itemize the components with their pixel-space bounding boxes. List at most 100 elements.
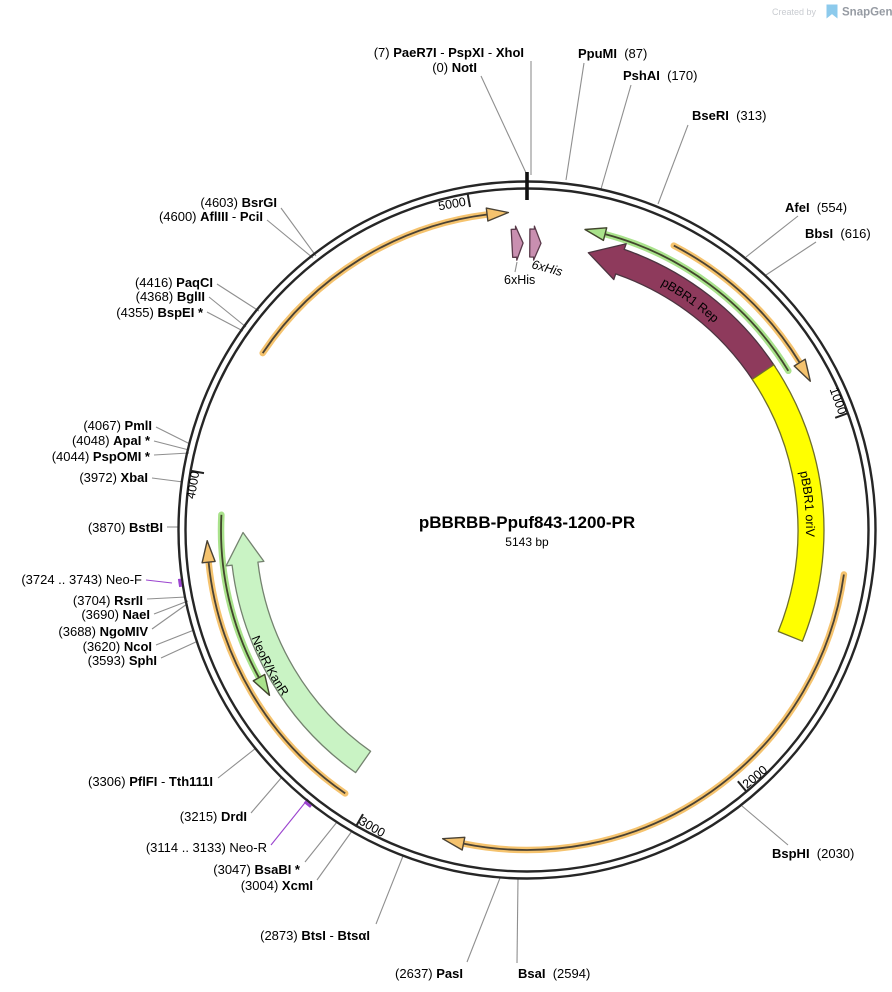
feature-his-left[interactable] bbox=[510, 225, 524, 261]
enzyme-label-apai[interactable]: (4048) ApaI * bbox=[72, 433, 151, 448]
leader-line-bbsi bbox=[765, 241, 817, 276]
enzyme-label-part: (3972) bbox=[79, 470, 120, 485]
enzyme-label-ppumi[interactable]: PpuMI (87) bbox=[578, 46, 647, 61]
his-left-leader-line bbox=[514, 261, 518, 273]
enzyme-label-bsrgi[interactable]: (4603) BsrGI bbox=[200, 195, 277, 210]
feature-oriv[interactable] bbox=[751, 364, 825, 642]
enzyme-label-part: - bbox=[437, 45, 449, 60]
enzyme-label-pshai[interactable]: PshAI (170) bbox=[623, 68, 697, 83]
enzyme-label-part: PaeR7I bbox=[393, 45, 436, 60]
tick-label-4000: 4000 bbox=[184, 470, 203, 500]
enzyme-label-part: (3593) bbox=[88, 653, 129, 668]
leader-line-btsi bbox=[375, 855, 404, 925]
enzyme-label-pasi[interactable]: (2637) PasI bbox=[395, 966, 463, 981]
enzyme-label-part: (3004) bbox=[241, 878, 282, 893]
enzyme-label-aflpci[interactable]: (4600) AflIII - PciI bbox=[159, 209, 263, 224]
enzyme-label-part: PmlI bbox=[125, 418, 152, 433]
enzyme-label-part: AfeI bbox=[785, 200, 810, 215]
enzyme-label-part: (616) bbox=[833, 226, 871, 241]
enzyme-label-part: PspOMI * bbox=[93, 449, 151, 464]
primer-neo-f[interactable] bbox=[177, 578, 183, 588]
enzyme-label-part: BstBI bbox=[129, 520, 163, 535]
enzyme-label-paqci[interactable]: (4416) PaqCI bbox=[135, 275, 213, 290]
enzyme-label-paer7i[interactable]: (7) PaeR7I - PspXI - XhoI bbox=[374, 45, 524, 60]
feature-rep[interactable] bbox=[587, 243, 776, 382]
primer-neo-r[interactable] bbox=[303, 800, 312, 808]
enzyme-label-part: (4600) bbox=[159, 209, 200, 224]
enzyme-label-part: - bbox=[228, 209, 240, 224]
enzyme-label-part: XhoI bbox=[496, 45, 524, 60]
orf-arrows bbox=[201, 207, 848, 854]
enzyme-label-part: BtsαI bbox=[337, 928, 370, 943]
enzyme-label-neo-r-label[interactable]: (3114 .. 3133) Neo-R bbox=[146, 840, 267, 855]
enzyme-label-bsphi[interactable]: BspHI (2030) bbox=[772, 846, 854, 861]
enzyme-label-btsi[interactable]: (2873) BtsI - BtsαI bbox=[260, 928, 370, 943]
enzyme-label-part: (3114 .. 3133) bbox=[146, 840, 230, 855]
enzyme-label-bbsi[interactable]: BbsI (616) bbox=[805, 226, 871, 241]
leader-line-pflfi bbox=[217, 747, 257, 779]
leader-line-bglii bbox=[208, 296, 247, 328]
orf-green-right-head[interactable] bbox=[584, 227, 608, 242]
enzyme-label-rsrii[interactable]: (3704) RsrII bbox=[73, 593, 143, 608]
his-right-label[interactable]: 6xHis bbox=[530, 257, 564, 279]
feature-his-right[interactable] bbox=[529, 225, 542, 261]
feature-neo[interactable] bbox=[225, 531, 372, 774]
enzyme-label-ncoi[interactable]: (3620) NcoI bbox=[83, 639, 152, 654]
enzyme-label-part: (4603) bbox=[200, 195, 241, 210]
enzyme-label-part: (4416) bbox=[135, 275, 176, 290]
enzyme-label-bstbi[interactable]: (3870) BstBI bbox=[88, 520, 163, 535]
leader-line-paqci bbox=[216, 283, 260, 312]
enzyme-label-bsai[interactable]: BsaI (2594) bbox=[518, 966, 590, 981]
leader-line-noti bbox=[480, 75, 528, 176]
enzyme-label-part: (3704) bbox=[73, 593, 114, 608]
enzyme-label-part: (3724 .. 3743) bbox=[21, 572, 106, 587]
enzyme-label-part: PshAI bbox=[623, 68, 660, 83]
leader-line-bsrgi bbox=[280, 207, 317, 257]
enzyme-label-bglii[interactable]: (4368) BglII bbox=[136, 289, 205, 304]
leader-line-drdi bbox=[250, 776, 283, 814]
leader-line-ppumi bbox=[565, 62, 585, 181]
tick-1000 bbox=[834, 412, 848, 419]
tick-4000 bbox=[190, 469, 205, 475]
enzyme-label-part: BsrGI bbox=[242, 195, 277, 210]
watermark: Created by SnapGene bbox=[772, 4, 892, 19]
plasmid-name: pBBRBB-Ppuf843-1200-PR bbox=[419, 513, 635, 532]
orf-orange-b-head[interactable] bbox=[793, 358, 811, 382]
enzyme-label-drdi[interactable]: (3215) DrdI bbox=[180, 809, 247, 824]
enzyme-label-neo-f-label[interactable]: (3724 .. 3743) Neo-F bbox=[21, 572, 142, 587]
watermark-brand: SnapGene bbox=[842, 7, 892, 19]
enzyme-label-bseri[interactable]: BseRI (313) bbox=[692, 108, 766, 123]
enzyme-label-part: BtsI bbox=[301, 928, 326, 943]
enzyme-label-pflfi[interactable]: (3306) PflFI - Tth111I bbox=[88, 774, 213, 789]
enzyme-label-part: (4368) bbox=[136, 289, 177, 304]
leader-line-neo-f-label bbox=[145, 579, 173, 584]
enzyme-label-xbai[interactable]: (3972) XbaI bbox=[79, 470, 148, 485]
enzyme-label-sphi[interactable]: (3593) SphI bbox=[88, 653, 157, 668]
enzyme-label-xcmi[interactable]: (3004) XcmI bbox=[241, 878, 313, 893]
enzyme-label-noti[interactable]: (0) NotI bbox=[432, 60, 477, 75]
orf-green-left-head[interactable] bbox=[252, 673, 271, 696]
enzyme-label-ngomiv[interactable]: (3688) NgoMIV bbox=[58, 624, 148, 639]
enzyme-label-part: (3306) bbox=[88, 774, 129, 789]
orf-orange-c-head[interactable] bbox=[441, 836, 466, 851]
enzyme-label-part: RsrII bbox=[114, 593, 143, 608]
enzyme-label-part: Tth111I bbox=[169, 774, 213, 789]
enzyme-label-pspomi[interactable]: (4044) PspOMI * bbox=[52, 449, 151, 464]
orf-orange-a-head[interactable] bbox=[485, 207, 510, 222]
enzyme-label-bsabi[interactable]: (3047) BsaBI * bbox=[213, 862, 301, 877]
feature-label-neo: NeoR/KanR bbox=[0, 0, 359, 769]
enzyme-label-pmli[interactable]: (4067) PmlI bbox=[83, 418, 152, 433]
watermark-created-by: Created by bbox=[772, 7, 817, 17]
enzyme-label-part: (2030) bbox=[810, 846, 855, 861]
leader-line-pshai bbox=[600, 84, 632, 190]
enzyme-label-part: BsaBI * bbox=[254, 862, 300, 877]
enzyme-label-afei[interactable]: AfeI (554) bbox=[785, 200, 847, 215]
his-left-label[interactable]: 6xHis bbox=[504, 273, 535, 287]
leader-line-bsai bbox=[516, 877, 519, 964]
leader-line-apai bbox=[153, 440, 190, 451]
enzyme-label-naei[interactable]: (3690) NaeI bbox=[81, 607, 150, 622]
orf-orange-d-head[interactable] bbox=[201, 540, 216, 564]
enzyme-label-bspei[interactable]: (4355) BspEI * bbox=[116, 305, 204, 320]
leader-line-pmli bbox=[155, 426, 191, 445]
